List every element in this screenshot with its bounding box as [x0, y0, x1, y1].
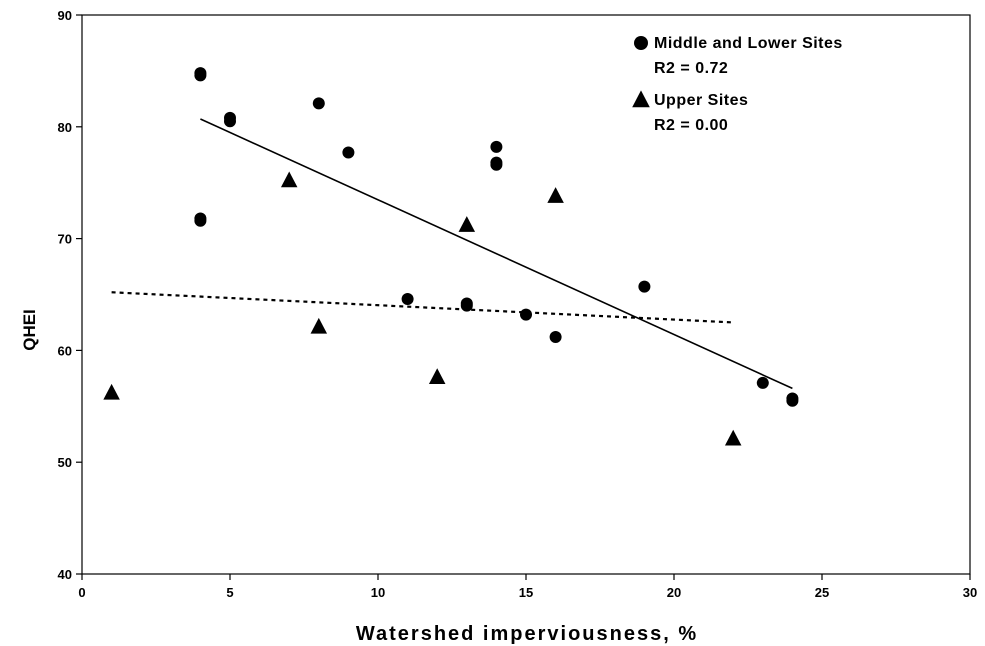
x-tick-label: 5: [226, 585, 233, 600]
circle-point: [342, 146, 355, 159]
y-tick-label: 70: [58, 232, 72, 247]
triangle-point: [280, 171, 298, 188]
plot-frame: [81, 14, 971, 575]
legend-r2-series-1: R2 = 0.72: [654, 60, 728, 77]
triangle-point: [724, 429, 742, 446]
data-points: [103, 67, 799, 446]
circle-point: [490, 158, 503, 171]
x-tick-label: 30: [963, 585, 977, 600]
triangle-point: [458, 216, 476, 232]
triangle-point: [310, 317, 328, 334]
circle-point: [312, 97, 325, 110]
circle-point: [490, 140, 503, 153]
circle-point: [786, 394, 799, 407]
y-tick-label: 80: [58, 120, 72, 135]
x-tick-label: 10: [371, 585, 385, 600]
legend-label-series-2: Upper Sites: [654, 92, 748, 109]
y-tick-label: 90: [58, 8, 72, 23]
circle-point: [460, 299, 473, 312]
legend-label-series-1: Middle and Lower Sites: [654, 35, 843, 52]
axis-ticks: 0 5 10 15 20 25 30 40 50 60 70 80 90: [58, 8, 978, 600]
x-tick-label: 25: [815, 585, 829, 600]
circle-point: [194, 69, 207, 82]
legend: Middle and Lower Sites R2 = 0.72 Upper S…: [632, 35, 843, 134]
circle-point: [549, 330, 562, 343]
legend-triangle-icon: [632, 90, 650, 108]
circle-point: [224, 115, 236, 128]
trendlines: [111, 118, 793, 390]
triangle-point: [428, 368, 446, 384]
triangle-point: [547, 187, 564, 203]
legend-circle-icon: [634, 36, 648, 50]
y-tick-label: 40: [58, 567, 72, 582]
triangle-point: [103, 383, 120, 400]
legend-r2-series-2: R2 = 0.00: [654, 117, 728, 134]
circle-point: [520, 308, 532, 321]
trendline-series-1: [200, 118, 793, 390]
y-tick-label: 60: [58, 343, 72, 358]
circle-point: [756, 376, 769, 389]
trendline-series-2: [111, 291, 734, 324]
x-tick-label: 20: [667, 585, 681, 600]
x-tick-label: 15: [519, 585, 533, 600]
circle-point: [401, 292, 414, 305]
circle-point: [194, 214, 207, 227]
y-tick-label: 50: [58, 455, 72, 470]
x-axis-title: Watershed imperviousness, %: [356, 623, 698, 645]
circle-point: [638, 280, 651, 293]
axes: [81, 14, 971, 575]
x-tick-label: 0: [78, 585, 85, 600]
y-axis-title: QHEI: [20, 309, 39, 351]
